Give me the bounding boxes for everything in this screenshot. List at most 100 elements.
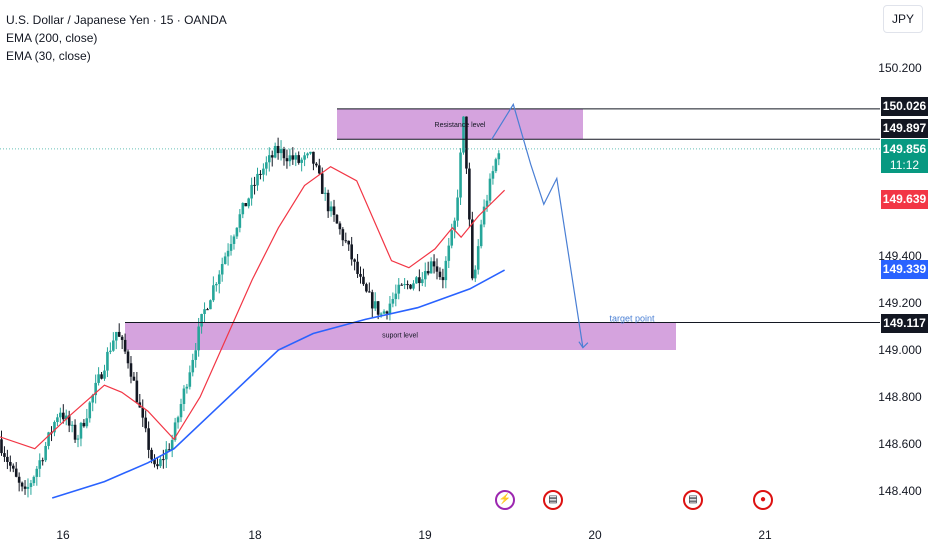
candle [300, 157, 303, 172]
candle-body [38, 460, 42, 469]
candle [335, 213, 339, 224]
candle-body [197, 326, 200, 351]
candle [247, 197, 250, 209]
resistance-label: Resistance level [435, 122, 486, 129]
candle-body [265, 162, 268, 169]
candle-body [332, 206, 336, 215]
candle [362, 268, 365, 286]
y-tick-label: 149.200 [878, 296, 922, 310]
candle [109, 342, 112, 355]
candle [429, 257, 433, 274]
candle [35, 466, 39, 486]
candle [353, 258, 356, 271]
candle [370, 289, 374, 318]
candle [170, 434, 174, 458]
candle [418, 269, 421, 292]
candle [315, 162, 318, 168]
candle-body [29, 483, 33, 487]
candle-body [376, 301, 380, 315]
candle-body [241, 203, 245, 215]
candle [232, 234, 236, 250]
candle [191, 353, 195, 377]
candle-body [3, 453, 6, 457]
y-tick-label: 148.400 [878, 484, 922, 498]
lightning-icon[interactable]: ⚡ [495, 490, 515, 510]
candle-body [412, 283, 415, 289]
candle-body [103, 370, 106, 379]
x-tick-label: 19 [418, 528, 432, 542]
candle-body [223, 256, 227, 265]
annotation-layer: Resistance level suport level target point [382, 122, 655, 340]
candle-body [150, 449, 153, 460]
candle [117, 323, 121, 337]
candle-body [85, 418, 89, 427]
candle-body [147, 428, 150, 450]
candle-body [106, 351, 109, 371]
candle [359, 266, 362, 284]
zone-layer [125, 108, 676, 350]
candle [447, 237, 451, 269]
target-point-label: target point [609, 314, 655, 324]
candle-body [194, 350, 198, 360]
y-tick-label: 149.400 [878, 249, 922, 263]
candle [462, 116, 465, 155]
candle [59, 407, 62, 424]
candle-body [273, 145, 277, 158]
candle-body [164, 449, 168, 460]
candle [203, 302, 206, 323]
candle [441, 268, 445, 289]
candle [291, 147, 295, 165]
candle-body [476, 246, 480, 270]
candle [329, 201, 333, 217]
event-dot-icon[interactable]: ● [753, 490, 773, 510]
candle [82, 419, 86, 428]
candle [332, 199, 336, 222]
candle-body [497, 153, 501, 160]
candle [415, 276, 418, 284]
candle-body [226, 250, 230, 257]
candle-body [203, 309, 206, 314]
candle [226, 243, 230, 266]
candle [176, 415, 180, 429]
candle [267, 147, 271, 172]
candle-body [306, 153, 309, 156]
candle [79, 421, 83, 447]
candle [444, 256, 448, 289]
candle [282, 146, 286, 166]
candle [256, 167, 259, 191]
candle-body [17, 476, 21, 483]
candle-body [247, 198, 250, 207]
candle-body [315, 163, 318, 166]
candle [123, 333, 127, 355]
us-flag-icon[interactable]: ▤ [683, 490, 703, 510]
candle-body [385, 311, 389, 314]
candle [320, 167, 324, 195]
y-tick-label: 148.800 [878, 390, 922, 404]
candle [344, 232, 348, 244]
candle-body [368, 291, 371, 293]
candle-body [100, 374, 103, 379]
ema30-legend[interactable]: EMA (30, close) [6, 49, 91, 63]
currency-button[interactable]: JPY [883, 5, 923, 33]
candle [106, 347, 109, 378]
candle-body [344, 240, 348, 242]
candle [167, 443, 171, 452]
ema30-price-label: 149.639 [881, 190, 928, 209]
candle [129, 356, 133, 384]
ema200-legend[interactable]: EMA (200, close) [6, 31, 98, 45]
last-price-label: 149.856 11:12 [881, 139, 928, 173]
candle [409, 284, 412, 290]
candle-body [420, 279, 424, 284]
candle [144, 410, 147, 433]
candle [188, 365, 192, 390]
candle-body [88, 402, 92, 419]
candle-body [129, 363, 133, 377]
candle [350, 236, 353, 266]
us-flag-icon[interactable]: ▤ [543, 490, 563, 510]
hline-layer [0, 108, 880, 324]
candle-body [156, 464, 159, 467]
candle-body [220, 264, 224, 275]
candle [403, 278, 406, 290]
candle-body [170, 440, 174, 450]
